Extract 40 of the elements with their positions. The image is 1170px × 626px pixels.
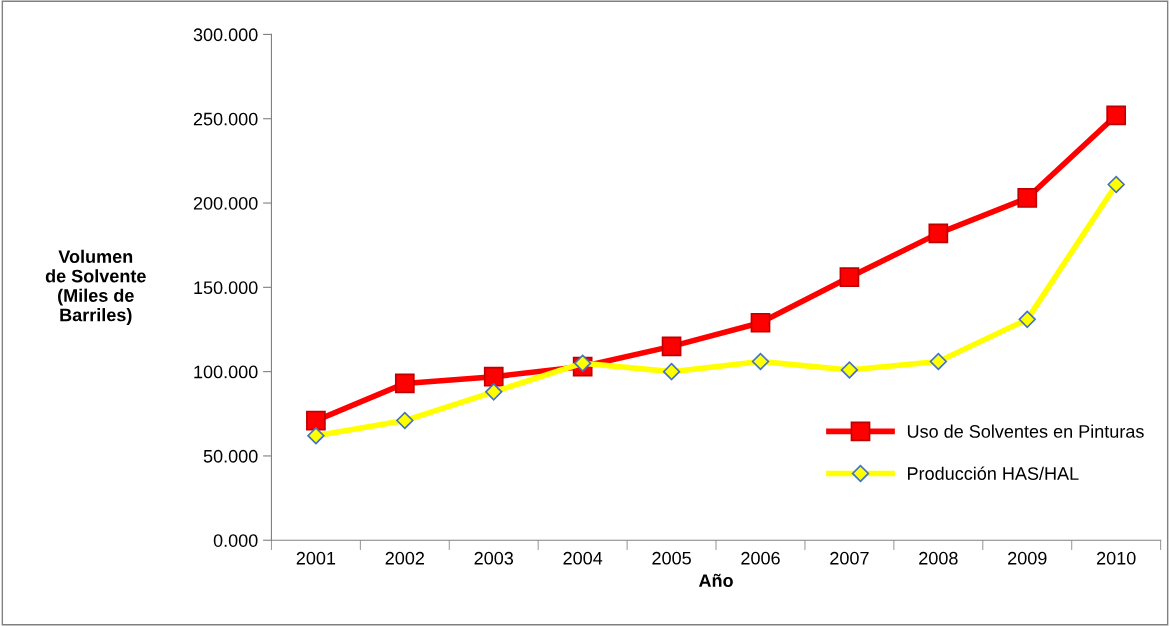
point [1018,310,1036,329]
x-tick-label: 2006 [741,551,780,565]
x-axis-title: Año [698,573,733,587]
x-tick-label: 2002 [385,551,424,565]
x-tick-label: 2008 [919,551,958,565]
y-tick-label: 0.000 [213,534,258,547]
y-tick-label: 250.000 [193,112,258,126]
point [307,427,325,445]
point [396,411,414,430]
legend-label: Uso de Solventes en Pinturas [907,424,1144,438]
y-tick-label: 300.000 [193,28,258,42]
x-tick-label: 2003 [474,551,514,565]
point [394,373,415,394]
x-tick-label: 2010 [1097,551,1136,565]
x-tick-label: 2001 [296,551,336,565]
point [485,383,503,401]
point [661,336,682,357]
point [1106,105,1127,126]
legend-label: Producción HAS/HAL [908,466,1079,480]
point [839,267,860,288]
y-tick-label: 200.000 [193,196,258,210]
y-axis-title: Volumen de Solvente (Miles de Barriles) [45,249,146,325]
y-tick-label: 100.000 [194,365,258,379]
x-tick-label: 2007 [830,551,869,565]
point [928,223,949,244]
point [1107,175,1125,194]
point [1017,188,1038,208]
point [662,362,681,381]
x-tick-label: 2004 [563,551,603,565]
x-tick-label: 2005 [652,551,691,565]
y-tick-label: 150.000 [194,281,258,295]
point [573,354,592,372]
point [929,352,948,371]
point [751,352,770,371]
point [306,410,326,431]
y-tick-label: 50.000 [203,449,258,463]
point [750,312,771,333]
x-tick-label: 2009 [1008,551,1047,565]
point [483,366,504,387]
point [840,361,859,379]
